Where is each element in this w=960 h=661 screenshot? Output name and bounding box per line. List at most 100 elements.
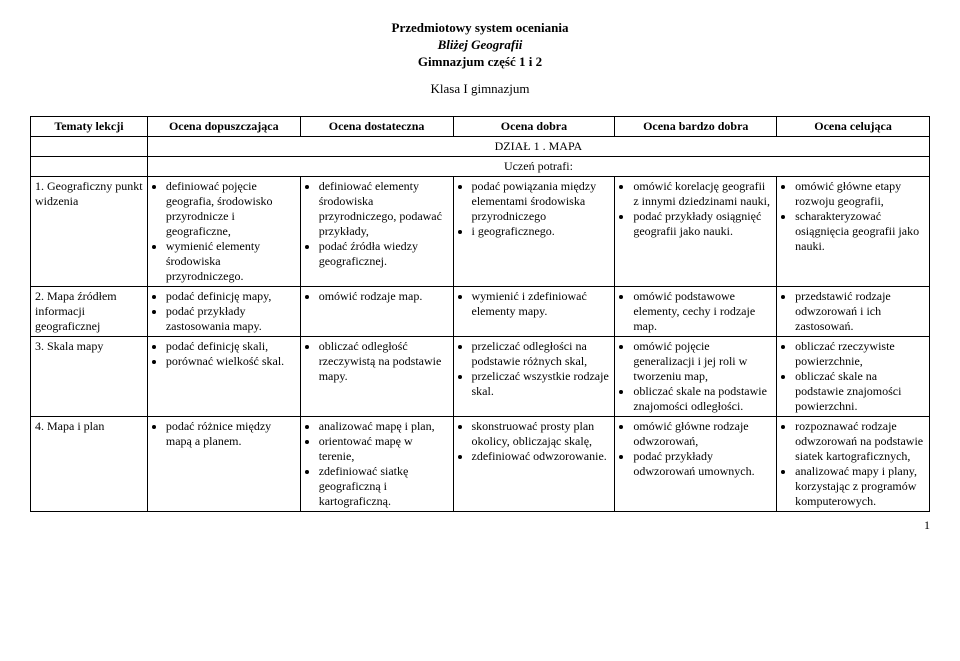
page-number: 1 xyxy=(30,518,930,533)
list-item: orientować mapę w terenie, xyxy=(319,434,449,464)
list-item: skonstruować prosty plan okolicy, oblicz… xyxy=(472,419,611,449)
list-item: scharakteryzować osiągnięcia geografii j… xyxy=(795,209,925,254)
criteria-cell: omówić pojęcie generalizacji i jej roli … xyxy=(615,336,777,416)
criteria-list: analizować mapę i plan,orientować mapę w… xyxy=(305,419,449,509)
criteria-list: przedstawić rodzaje odwzorowań i ich zas… xyxy=(781,289,925,334)
criteria-list: omówić rodzaje map. xyxy=(305,289,449,304)
criteria-cell: definiować pojęcie geografia, środowisko… xyxy=(147,176,300,286)
list-item: analizować mapę i plan, xyxy=(319,419,449,434)
criteria-cell: przedstawić rodzaje odwzorowań i ich zas… xyxy=(777,286,930,336)
criteria-cell: podać powiązania między elementami środo… xyxy=(453,176,615,286)
criteria-cell: omówić podstawowe elementy, cechy i rodz… xyxy=(615,286,777,336)
criteria-list: podać definicję mapy,podać przykłady zas… xyxy=(152,289,296,334)
list-item: porównać wielkość skal. xyxy=(166,354,296,369)
subtitle-row: Uczeń potrafi: xyxy=(31,156,930,176)
criteria-list: skonstruować prosty plan okolicy, oblicz… xyxy=(458,419,611,464)
list-item: wymienić elementy środowiska przyrodnicz… xyxy=(166,239,296,284)
criteria-list: wymienić i zdefiniować elementy mapy. xyxy=(458,289,611,319)
list-item: definiować pojęcie geografia, środowisko… xyxy=(166,179,296,239)
table-row: 1. Geograficzny punkt widzenia definiować… xyxy=(31,176,930,286)
list-item: przeliczać odległości na podstawie różny… xyxy=(472,339,611,369)
criteria-list: omówić pojęcie generalizacji i jej roli … xyxy=(619,339,772,414)
criteria-cell: wymienić i zdefiniować elementy mapy. xyxy=(453,286,615,336)
criteria-cell: podać definicję skali,porównać wielkość … xyxy=(147,336,300,416)
list-item: omówić rodzaje map. xyxy=(319,289,449,304)
list-item: podać przykłady osiągnięć geografii jako… xyxy=(633,209,772,239)
criteria-cell: omówić rodzaje map. xyxy=(300,286,453,336)
topic-cell: 4. Mapa i plan xyxy=(31,416,148,511)
list-item: obliczać rzeczywiste powierzchnie, xyxy=(795,339,925,369)
criteria-list: podać powiązania między elementami środo… xyxy=(458,179,611,239)
list-item: rozpoznawać rodzaje odwzorowań na podsta… xyxy=(795,419,925,464)
criteria-cell: definiować elementy środowiska przyrodni… xyxy=(300,176,453,286)
topic-cell: 2. Mapa źródłem informacji geograficznej xyxy=(31,286,148,336)
section-title: DZIAŁ 1 . MAPA xyxy=(147,136,929,156)
list-item: omówić podstawowe elementy, cechy i rodz… xyxy=(633,289,772,334)
table-row: 2. Mapa źródłem informacji geograficznej… xyxy=(31,286,930,336)
list-item: podać różnice między mapą a planem. xyxy=(166,419,296,449)
criteria-cell: przeliczać odległości na podstawie różny… xyxy=(453,336,615,416)
criteria-cell: obliczać rzeczywiste powierzchnie,oblicz… xyxy=(777,336,930,416)
criteria-list: omówić korelację geografii z innymi dzie… xyxy=(619,179,772,239)
document-header: Przedmiotowy system oceniania Bliżej Geo… xyxy=(30,20,930,98)
col-header: Ocena celująca xyxy=(777,116,930,136)
criteria-cell: omówić główne etapy rozwoju geografii,sc… xyxy=(777,176,930,286)
criteria-cell: rozpoznawać rodzaje odwzorowań na podsta… xyxy=(777,416,930,511)
table-row: 4. Mapa i plan podać różnice między mapą … xyxy=(31,416,930,511)
table-row: 3. Skala mapypodać definicję skali,porów… xyxy=(31,336,930,416)
empty-cell xyxy=(31,156,148,176)
criteria-list: omówić podstawowe elementy, cechy i rodz… xyxy=(619,289,772,334)
header-line1: Przedmiotowy system oceniania xyxy=(30,20,930,37)
col-header: Ocena bardzo dobra xyxy=(615,116,777,136)
list-item: i geograficznego. xyxy=(472,224,611,239)
criteria-list: rozpoznawać rodzaje odwzorowań na podsta… xyxy=(781,419,925,509)
criteria-cell: omówić korelację geografii z innymi dzie… xyxy=(615,176,777,286)
list-item: wymienić i zdefiniować elementy mapy. xyxy=(472,289,611,319)
list-item: omówić główne rodzaje odwzorowań, xyxy=(633,419,772,449)
criteria-list: obliczać odległość rzeczywistą na podsta… xyxy=(305,339,449,384)
list-item: podać definicję mapy, xyxy=(166,289,296,304)
list-item: zdefiniować siatkę geograficzną i kartog… xyxy=(319,464,449,509)
criteria-cell: podać definicję mapy,podać przykłady zas… xyxy=(147,286,300,336)
col-header: Ocena dostateczna xyxy=(300,116,453,136)
list-item: omówić główne etapy rozwoju geografii, xyxy=(795,179,925,209)
list-item: podać przykłady odwzorowań umownych. xyxy=(633,449,772,479)
col-header: Ocena dopuszczająca xyxy=(147,116,300,136)
criteria-list: definiować elementy środowiska przyrodni… xyxy=(305,179,449,269)
criteria-list: omówić główne etapy rozwoju geografii,sc… xyxy=(781,179,925,254)
col-header: Tematy lekcji xyxy=(31,116,148,136)
criteria-list: przeliczać odległości na podstawie różny… xyxy=(458,339,611,399)
topic-cell: 1. Geograficzny punkt widzenia xyxy=(31,176,148,286)
criteria-list: podać definicję skali,porównać wielkość … xyxy=(152,339,296,369)
criteria-cell: podać różnice między mapą a planem. xyxy=(147,416,300,511)
section-subtitle: Uczeń potrafi: xyxy=(147,156,929,176)
col-header: Ocena dobra xyxy=(453,116,615,136)
section-row: DZIAŁ 1 . MAPA xyxy=(31,136,930,156)
empty-cell xyxy=(31,136,148,156)
list-item: podać źródła wiedzy geograficznej. xyxy=(319,239,449,269)
criteria-cell: analizować mapę i plan,orientować mapę w… xyxy=(300,416,453,511)
list-item: omówić korelację geografii z innymi dzie… xyxy=(633,179,772,209)
list-item: podać powiązania między elementami środo… xyxy=(472,179,611,224)
criteria-list: obliczać rzeczywiste powierzchnie,oblicz… xyxy=(781,339,925,414)
criteria-list: podać różnice między mapą a planem. xyxy=(152,419,296,449)
grading-table: Tematy lekcji Ocena dopuszczająca Ocena … xyxy=(30,116,930,512)
list-item: omówić pojęcie generalizacji i jej roli … xyxy=(633,339,772,384)
list-item: zdefiniować odwzorowanie. xyxy=(472,449,611,464)
list-item: podać definicję skali, xyxy=(166,339,296,354)
list-item: obliczać odległość rzeczywistą na podsta… xyxy=(319,339,449,384)
list-item: podać przykłady zastosowania mapy. xyxy=(166,304,296,334)
list-item: analizować mapy i plany, korzystając z p… xyxy=(795,464,925,509)
list-item: przedstawić rodzaje odwzorowań i ich zas… xyxy=(795,289,925,334)
criteria-cell: omówić główne rodzaje odwzorowań,podać p… xyxy=(615,416,777,511)
table-header-row: Tematy lekcji Ocena dopuszczająca Ocena … xyxy=(31,116,930,136)
criteria-list: definiować pojęcie geografia, środowisko… xyxy=(152,179,296,284)
topic-cell: 3. Skala mapy xyxy=(31,336,148,416)
list-item: obliczać skale na podstawie znajomości o… xyxy=(633,384,772,414)
criteria-list: omówić główne rodzaje odwzorowań,podać p… xyxy=(619,419,772,479)
list-item: obliczać skale na podstawie znajomości p… xyxy=(795,369,925,414)
criteria-cell: skonstruować prosty plan okolicy, oblicz… xyxy=(453,416,615,511)
header-line2: Bliżej Geografii xyxy=(30,37,930,54)
criteria-cell: obliczać odległość rzeczywistą na podsta… xyxy=(300,336,453,416)
list-item: definiować elementy środowiska przyrodni… xyxy=(319,179,449,239)
